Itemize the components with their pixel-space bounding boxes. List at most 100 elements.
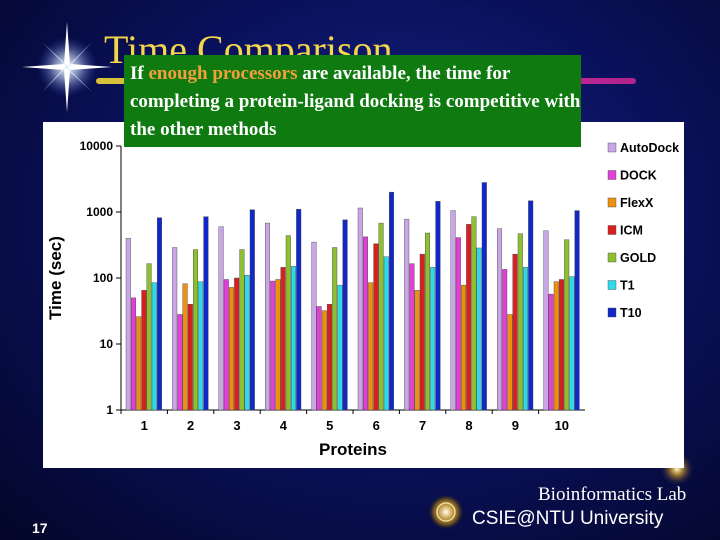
bar-dock-3 xyxy=(223,279,229,411)
bar-gold-6 xyxy=(378,222,384,411)
x-tick-label: 2 xyxy=(187,418,194,433)
bar-flexx-2 xyxy=(182,283,188,411)
bar-dock-1 xyxy=(130,297,136,411)
bar-icm-9 xyxy=(512,253,518,411)
bar-t1-9 xyxy=(523,267,529,411)
bar-flexx-3 xyxy=(228,287,234,411)
bar-dock-6 xyxy=(363,236,369,411)
bar-autodock-9 xyxy=(497,228,503,411)
bar-t10-1 xyxy=(156,217,162,411)
bar-gold-5 xyxy=(332,247,338,411)
bar-t1-7 xyxy=(430,267,436,411)
bar-dock-9 xyxy=(502,269,508,411)
legend-swatch-flexx xyxy=(607,197,617,208)
bar-t1-1 xyxy=(151,282,157,411)
bar-gold-3 xyxy=(239,249,245,411)
bar-gold-1 xyxy=(146,263,152,411)
legend-swatch-autodock xyxy=(607,142,617,153)
bar-flexx-10 xyxy=(553,281,559,411)
bar-t10-6 xyxy=(389,191,395,411)
bar-t10-5 xyxy=(342,219,348,411)
x-tick-label: 7 xyxy=(419,418,426,433)
time-comparison-chart: 1 10 100 1000 10000 Time (sec) 1 2 3 4 5 6 7 8 9 10 Prot… xyxy=(46,139,679,459)
bar-flexx-9 xyxy=(507,314,513,411)
bar-dock-2 xyxy=(177,314,183,411)
bar-gold-10 xyxy=(564,239,570,411)
x-tick-label: 8 xyxy=(465,418,472,433)
bar-t10-8 xyxy=(481,182,487,411)
bar-flexx-6 xyxy=(368,282,374,411)
bar-dock-5 xyxy=(316,306,322,411)
bar-autodock-6 xyxy=(357,207,363,411)
callout-box: If enough processors are available, the … xyxy=(124,55,581,147)
y-tick-label: 1 xyxy=(106,403,113,417)
bar-gold-8 xyxy=(471,216,477,411)
bar-icm-6 xyxy=(373,243,379,411)
bar-t10-4 xyxy=(296,209,302,411)
bar-icm-8 xyxy=(466,224,472,411)
bar-t1-2 xyxy=(198,281,204,411)
bar-t10-2 xyxy=(203,216,209,411)
x-tick-label: 1 xyxy=(141,418,148,433)
bar-dock-10 xyxy=(548,293,554,411)
bar-icm-7 xyxy=(419,253,425,411)
x-tick-label: 5 xyxy=(326,418,333,433)
bar-dock-4 xyxy=(270,280,276,411)
x-tick-label: 6 xyxy=(373,418,380,433)
bar-dock-7 xyxy=(409,263,415,411)
bar-icm-3 xyxy=(234,277,240,411)
bar-t1-3 xyxy=(244,275,250,411)
callout-text-start: If xyxy=(130,63,149,84)
x-axis-label: Proteins xyxy=(319,440,387,459)
bar-autodock-5 xyxy=(311,241,317,411)
legend-swatch-gold xyxy=(607,252,617,263)
bar-t1-8 xyxy=(476,247,482,411)
bar-gold-9 xyxy=(517,233,523,411)
legend-swatch-dock xyxy=(607,170,617,180)
legend-swatch-t10 xyxy=(607,307,617,318)
lab-affiliation: CSIE@NTU University xyxy=(472,508,664,529)
y-tick-label: 1000 xyxy=(86,205,113,219)
bar-autodock-10 xyxy=(543,230,549,411)
callout-text-end: are available, the time for completing a… xyxy=(130,63,581,140)
callout-highlight: enough processors xyxy=(148,63,298,84)
bar-autodock-7 xyxy=(404,218,410,411)
bar-autodock-2 xyxy=(172,247,178,411)
bar-t10-7 xyxy=(435,201,441,411)
legend-label-t10: T10 xyxy=(620,306,642,320)
bar-t1-6 xyxy=(383,256,389,411)
bar-icm-2 xyxy=(187,304,193,411)
legend-label-t1: T1 xyxy=(620,279,635,293)
bar-t1-5 xyxy=(337,284,343,411)
bar-autodock-3 xyxy=(218,226,224,411)
legend-label-autodock: AutoDock xyxy=(620,141,679,155)
y-axis-label: Time (sec) xyxy=(46,236,65,320)
lab-name: Bioinformatics Lab xyxy=(538,484,687,505)
x-tick-label: 9 xyxy=(512,418,519,433)
y-tick-label: 10 xyxy=(100,337,114,351)
bar-autodock-1 xyxy=(125,238,131,411)
bar-autodock-4 xyxy=(264,222,270,411)
slide-number: 17 xyxy=(32,520,48,536)
chart-panel: 1 10 100 1000 10000 Time (sec) 1 2 3 4 5 6 7 8 9 10 Prot… xyxy=(43,122,684,468)
sparkle-star-icon xyxy=(22,22,112,112)
bar-t10-10 xyxy=(574,210,580,411)
x-tick-label: 10 xyxy=(555,418,569,433)
legend-swatch-icm xyxy=(607,225,617,235)
bar-icm-1 xyxy=(141,290,147,411)
bar-gold-7 xyxy=(425,232,431,411)
bar-icm-5 xyxy=(327,304,333,411)
bar-icm-10 xyxy=(559,279,565,411)
bar-icm-4 xyxy=(280,267,286,411)
bar-flexx-5 xyxy=(321,310,327,411)
bar-autodock-8 xyxy=(450,210,456,411)
bar-flexx-7 xyxy=(414,290,420,411)
bar-flexx-4 xyxy=(275,279,281,411)
x-tick-label: 4 xyxy=(280,418,288,433)
bar-t1-4 xyxy=(290,266,296,411)
bar-gold-2 xyxy=(192,249,198,411)
bar-t1-10 xyxy=(569,276,575,411)
bar-flexx-1 xyxy=(136,316,142,411)
x-tick-label: 3 xyxy=(233,418,240,433)
legend-label-icm: ICM xyxy=(620,224,643,238)
